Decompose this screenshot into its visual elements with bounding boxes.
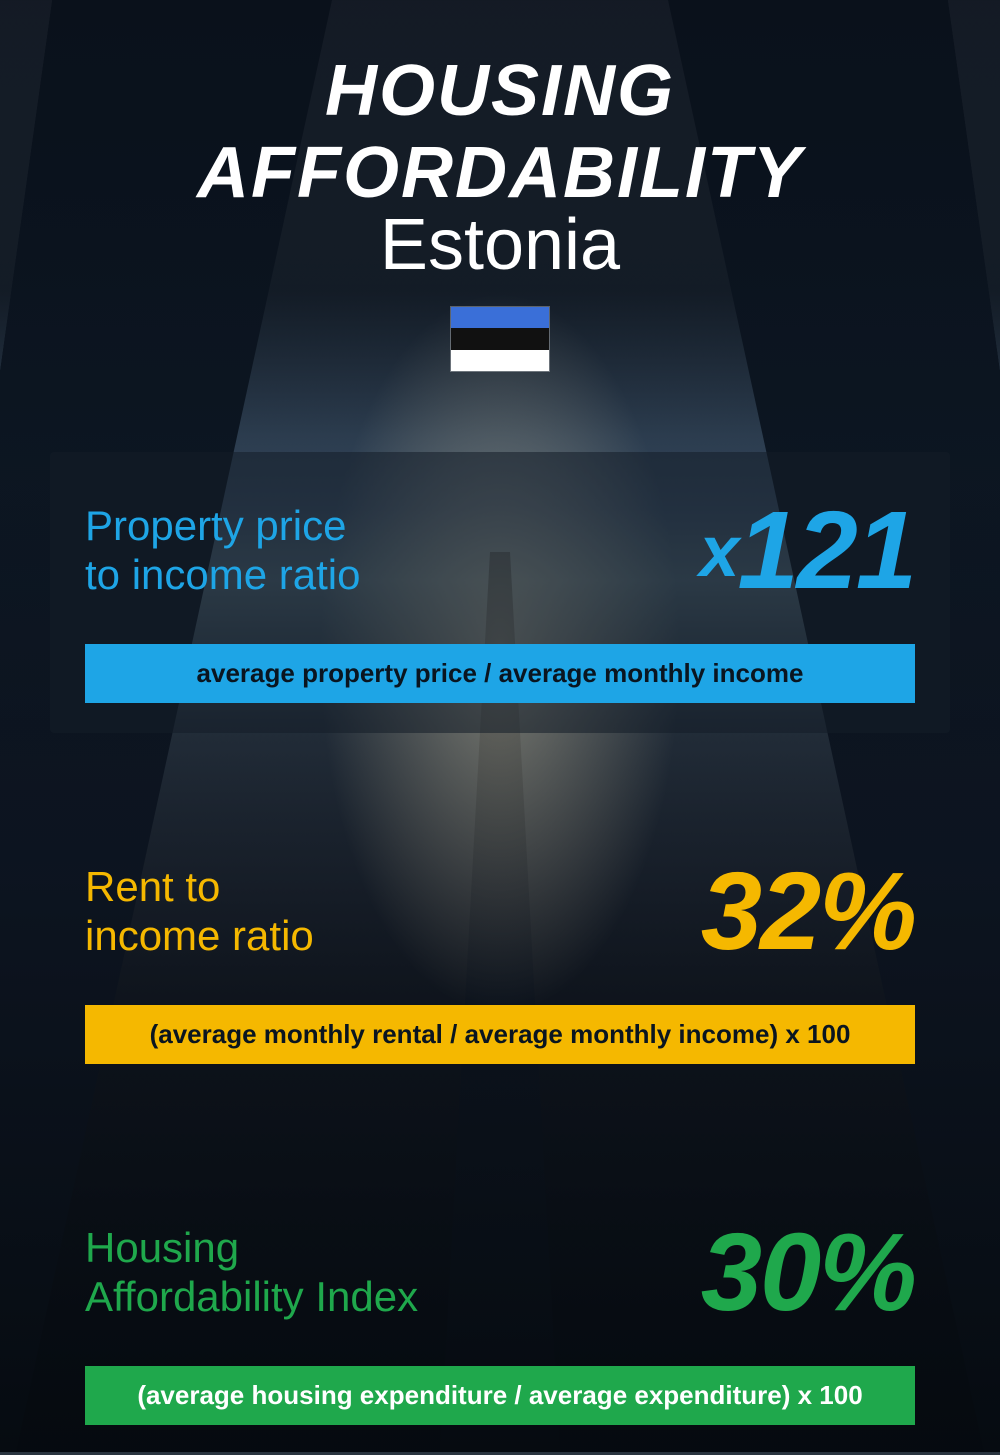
formula-bar: average property price / average monthly… — [85, 644, 915, 703]
metric-row: Property priceto income ratio x121 — [85, 487, 915, 614]
metric-card-rent: Rent toincome ratio 32% (average monthly… — [50, 813, 950, 1094]
flag-stripe-3 — [451, 350, 549, 371]
metric-value-number: 121 — [737, 489, 915, 612]
metric-label-line1: Housing — [85, 1224, 239, 1271]
metric-label: HousingAffordability Index — [85, 1224, 418, 1321]
metric-card-affordability-index: HousingAffordability Index 30% (average … — [50, 1174, 950, 1455]
metric-value-number: 30% — [701, 1211, 915, 1334]
metric-value: 32% — [701, 848, 915, 975]
metric-label-line2: income ratio — [85, 912, 314, 959]
flag-stripe-1 — [451, 307, 549, 328]
infographic-content: HOUSING AFFORDABILITY Estonia Property p… — [0, 0, 1000, 1452]
metric-value: 30% — [701, 1209, 915, 1336]
formula-bar: (average housing expenditure / average e… — [85, 1366, 915, 1425]
metric-value: x121 — [699, 487, 915, 614]
subtitle: Estonia — [50, 204, 950, 286]
metric-label-line1: Property price — [85, 502, 346, 549]
metric-label-line2: to income ratio — [85, 551, 360, 598]
metric-label: Rent toincome ratio — [85, 863, 314, 960]
formula-bar: (average monthly rental / average monthl… — [85, 1005, 915, 1064]
metric-value-prefix: x — [699, 512, 737, 592]
flag-icon — [450, 306, 550, 372]
metric-row: HousingAffordability Index 30% — [85, 1209, 915, 1336]
metric-label-line2: Affordability Index — [85, 1273, 418, 1320]
flag-stripe-2 — [451, 328, 549, 349]
main-title: HOUSING AFFORDABILITY — [50, 50, 950, 214]
metric-label: Property priceto income ratio — [85, 502, 360, 599]
metric-label-line1: Rent to — [85, 863, 220, 910]
metric-row: Rent toincome ratio 32% — [85, 848, 915, 975]
metric-card-property-price: Property priceto income ratio x121 avera… — [50, 452, 950, 733]
metric-value-number: 32% — [701, 850, 915, 973]
